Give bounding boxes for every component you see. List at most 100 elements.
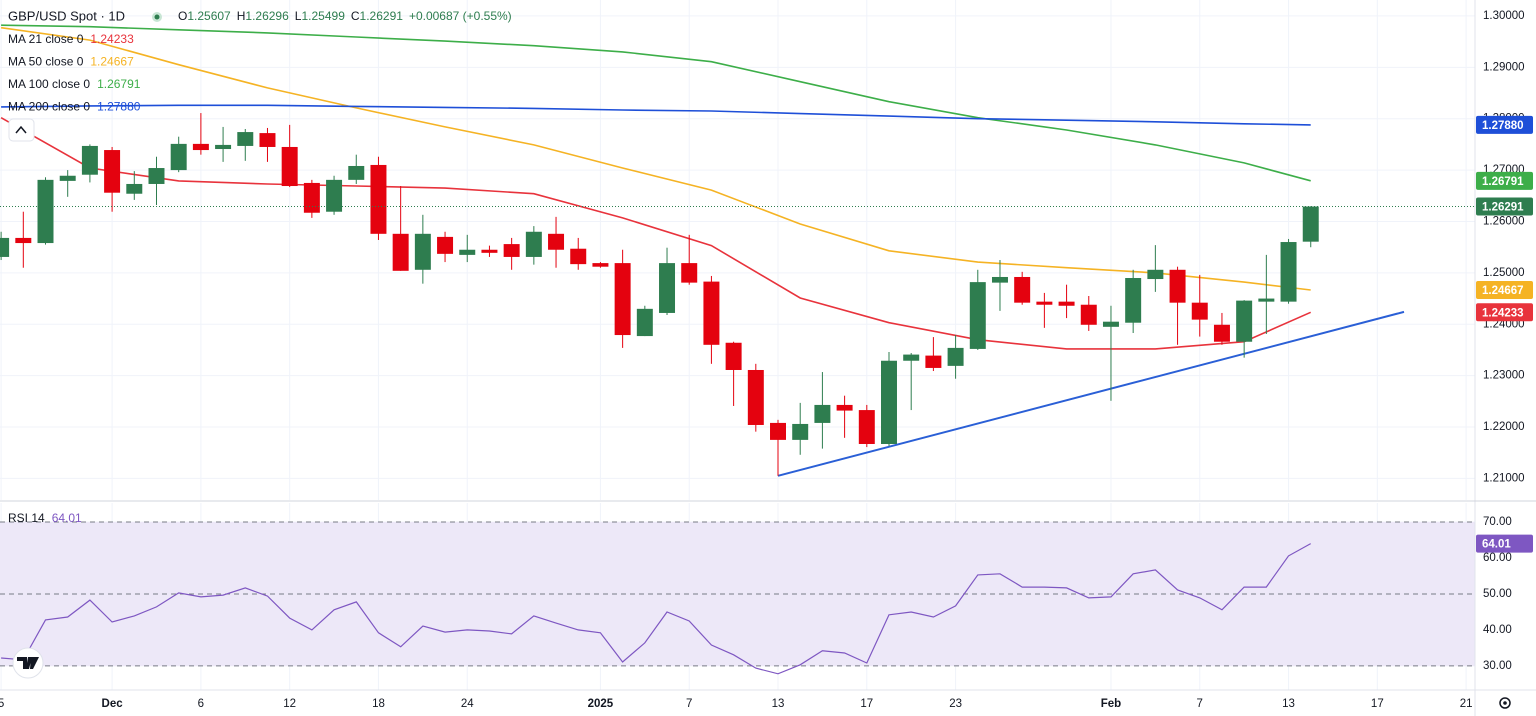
- y-tick-label: 1.29000: [1483, 61, 1525, 73]
- y-tick-label: 70.00: [1483, 516, 1512, 528]
- x-tick-label: 7: [686, 698, 692, 710]
- candle-body: [681, 263, 698, 283]
- y-tick-label: 50.00: [1483, 588, 1512, 600]
- candle-body: [1191, 302, 1208, 320]
- candle-body: [570, 248, 587, 265]
- x-tick-label: 7: [1197, 698, 1203, 710]
- candle-body: [925, 355, 942, 368]
- x-tick-label: 13: [772, 698, 785, 710]
- y-tick-label: 1.25000: [1483, 267, 1525, 279]
- candle-body: [481, 249, 498, 253]
- price-tag: [1476, 197, 1533, 216]
- candle-body: [348, 165, 365, 180]
- candle-body: [592, 263, 609, 267]
- x-tick-label: 21: [1460, 698, 1473, 710]
- candle-body: [1236, 300, 1253, 342]
- candle-body: [991, 276, 1008, 283]
- candle-body: [836, 404, 853, 411]
- ma-name: MA 200 close 0: [8, 100, 90, 114]
- candle-body: [1258, 298, 1275, 302]
- candle-body: [548, 233, 565, 250]
- candle-body: [281, 146, 298, 187]
- symbol-title: GBP/USD Spot · 1D: [8, 8, 125, 23]
- candle-body: [59, 175, 76, 181]
- ohlc-value: 1.26291: [360, 9, 404, 23]
- candle-body: [969, 282, 986, 349]
- candle-body: [37, 179, 54, 244]
- legend: GBP/USD Spot · 1D O1.25607 H1.26296 L1.2549…: [8, 8, 512, 525]
- moving-average-line: [0, 26, 1311, 291]
- ma-value: 1.24233: [90, 32, 134, 46]
- candle-body: [237, 132, 254, 146]
- y-tick-label: 1.24000: [1483, 318, 1525, 330]
- rsi-name: RSI 14: [8, 511, 45, 525]
- price-tag-label: 1.26291: [1482, 202, 1524, 214]
- logo[interactable]: [12, 647, 44, 679]
- candle-body: [659, 263, 676, 313]
- price-tag: [1476, 280, 1533, 299]
- rsi-legend: RSI 14 64.01: [8, 511, 82, 525]
- candle-body: [392, 233, 409, 271]
- plot: [0, 24, 1475, 675]
- y-tick-label: 1.26000: [1483, 216, 1525, 228]
- ma-value: 1.24667: [90, 55, 134, 69]
- ma-legend: MA 100 close 0 1.26791: [8, 77, 141, 91]
- candle-body: [1280, 242, 1297, 302]
- x-tick-label: 13: [1282, 698, 1295, 710]
- ma-name: MA 100 close 0: [8, 77, 90, 91]
- ohlc-value: 1.25607: [187, 9, 231, 23]
- price-tag-label: 1.24233: [1482, 307, 1524, 319]
- price-tag: [1476, 534, 1533, 553]
- candle-body: [148, 168, 165, 184]
- candle-body: [1169, 269, 1186, 303]
- candle-body: [1036, 301, 1053, 305]
- candle-body: [1102, 321, 1119, 327]
- ma-legend: MA 21 close 0 1.24233: [8, 32, 134, 46]
- candle-body: [0, 237, 10, 257]
- ma-value: 1.26791: [97, 77, 141, 91]
- candle-body: [1080, 304, 1097, 325]
- rsi-line: [1, 543, 1311, 675]
- x-tick-label: 6: [198, 698, 204, 710]
- collapse-button[interactable]: [8, 118, 35, 142]
- moving-average-line: [1, 24, 1311, 182]
- candle-body: [792, 423, 809, 440]
- candle-body: [326, 179, 343, 212]
- ohlc-value: 1.25499: [301, 9, 345, 23]
- candle-body: [215, 144, 232, 150]
- candle-body: [192, 143, 209, 151]
- ohlc-key: L: [295, 9, 302, 23]
- candle-body: [770, 422, 787, 440]
- candle-body: [370, 164, 387, 234]
- candle-body: [126, 183, 143, 194]
- ohlc-key: H: [237, 9, 246, 23]
- candle-body: [814, 404, 831, 423]
- ohlc-legend: O1.25607 H1.26296 L1.25499 C1.26291 +0.00687…: [178, 9, 512, 23]
- candle-body: [81, 145, 98, 175]
- settings-button[interactable]: [1499, 697, 1511, 709]
- price-tag-label: 1.24667: [1482, 285, 1524, 297]
- y-tick-label: 1.23000: [1483, 370, 1525, 382]
- candle-body: [303, 182, 320, 213]
- candle-body: [1058, 301, 1075, 306]
- x-tick-label: Dec: [102, 698, 124, 710]
- candle-body: [1213, 324, 1230, 342]
- y-tick-label: 30.00: [1483, 660, 1512, 672]
- candle-body: [259, 133, 276, 147]
- trendline: [777, 310, 1405, 477]
- price-tag-label: 1.27880: [1482, 120, 1524, 132]
- x-tick-label: 5: [0, 698, 4, 710]
- x-tick-label: 17: [1371, 698, 1384, 710]
- ohlc-key: O: [178, 9, 187, 23]
- moving-average-line: [0, 117, 1312, 350]
- price-tag: [1476, 115, 1533, 134]
- candle-body: [636, 308, 653, 337]
- x-tick-label: 18: [372, 698, 385, 710]
- x-tick-label: 23: [949, 698, 962, 710]
- candle-body: [1302, 206, 1319, 242]
- candle-body: [1147, 269, 1164, 280]
- candle-body: [725, 342, 742, 370]
- candle-body: [15, 237, 32, 244]
- candle-body: [614, 263, 631, 336]
